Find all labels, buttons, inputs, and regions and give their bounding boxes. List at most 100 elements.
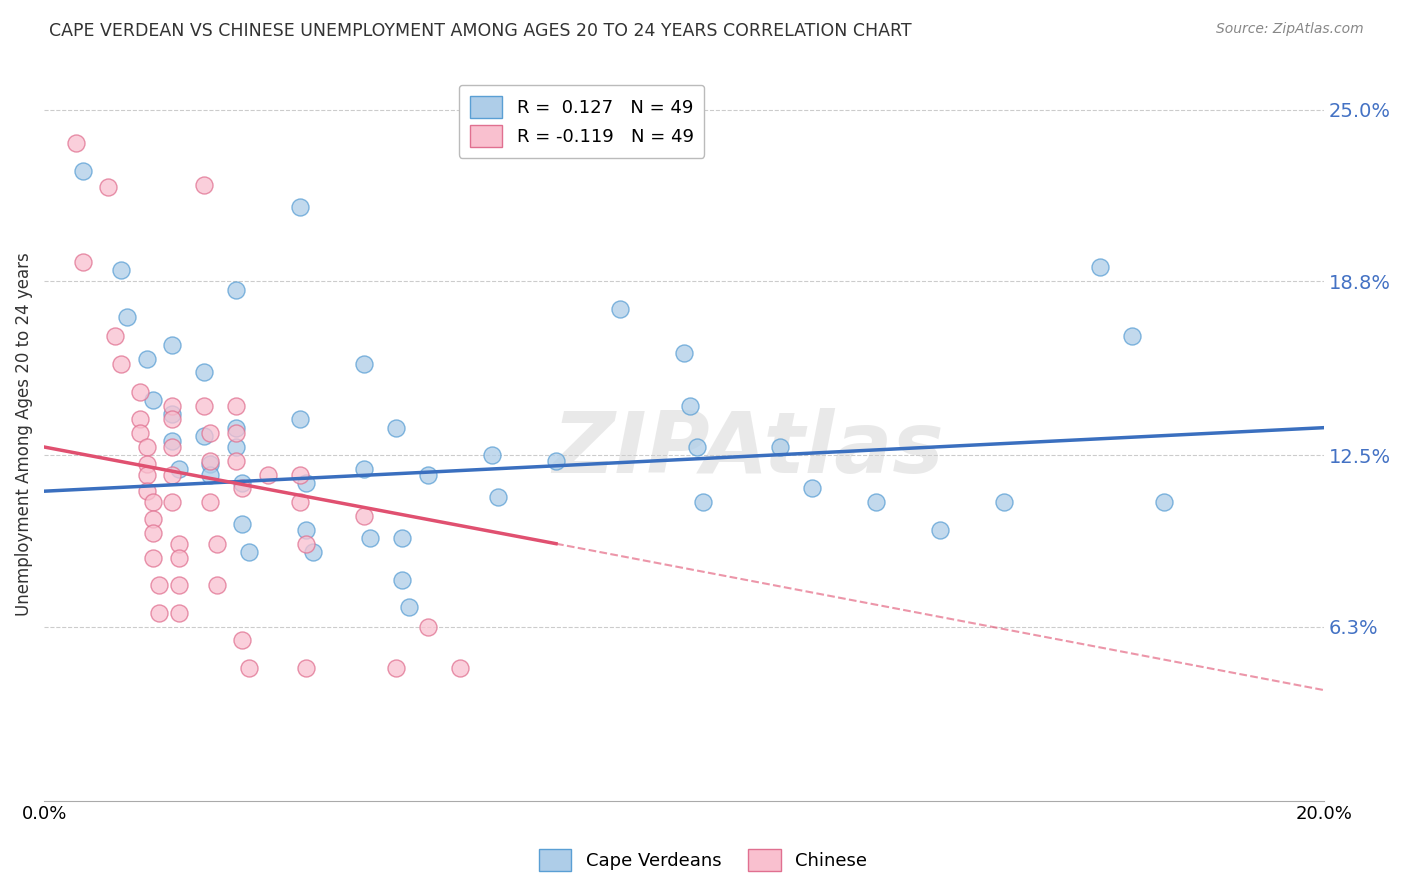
Point [142,525,165,540]
Point [117,310,139,325]
Point [238,545,260,559]
Point [129,426,152,441]
Point [167,537,190,551]
Point [679,399,702,413]
Point [288,412,311,426]
Point [200,495,222,509]
Point [398,600,420,615]
Point [142,550,165,565]
Point [416,467,439,482]
Legend: Cape Verdeans, Chinese: Cape Verdeans, Chinese [531,842,875,879]
Point [801,482,824,496]
Point [1088,260,1111,275]
Point [231,482,253,496]
Point [385,661,408,675]
Point [257,467,280,482]
Point [160,440,183,454]
Point [238,661,260,675]
Point [391,531,413,545]
Point [673,346,696,360]
Point [103,329,125,343]
Point [353,509,375,524]
Point [360,531,382,545]
Point [288,200,311,214]
Point [135,457,157,471]
Point [231,517,253,532]
Point [295,661,318,675]
Point [200,467,222,482]
Point [135,484,157,499]
Point [65,136,87,150]
Point [488,490,510,504]
Y-axis label: Unemployment Among Ages 20 to 24 years: Unemployment Among Ages 20 to 24 years [15,252,32,616]
Point [769,440,792,454]
Point [295,537,318,551]
Point [135,467,157,482]
Point [225,454,247,468]
Point [686,440,709,454]
Point [135,351,157,366]
Point [200,457,222,471]
Point [193,429,215,443]
Point [609,301,631,316]
Point [1153,495,1175,509]
Point [160,495,183,509]
Point [193,366,215,380]
Text: CAPE VERDEAN VS CHINESE UNEMPLOYMENT AMONG AGES 20 TO 24 YEARS CORRELATION CHART: CAPE VERDEAN VS CHINESE UNEMPLOYMENT AMO… [49,22,912,40]
Point [167,462,190,476]
Point [288,467,311,482]
Point [295,475,318,490]
Point [225,420,247,434]
Point [225,426,247,441]
Point [993,495,1015,509]
Point [302,545,325,559]
Point [449,661,471,675]
Text: Source: ZipAtlas.com: Source: ZipAtlas.com [1216,22,1364,37]
Point [72,255,94,269]
Point [288,495,311,509]
Point [416,619,439,633]
Point [193,178,215,192]
Point [142,512,165,526]
Point [544,454,567,468]
Point [142,392,165,407]
Point [193,399,215,413]
Point [481,448,503,462]
Point [167,550,190,565]
Point [231,633,253,648]
Point [148,578,170,592]
Point [110,263,132,277]
Point [353,462,375,476]
Point [205,537,228,551]
Point [353,357,375,371]
Point [135,440,157,454]
Point [160,338,183,352]
Point [865,495,887,509]
Point [200,454,222,468]
Point [160,407,183,421]
Point [225,283,247,297]
Point [1121,329,1143,343]
Point [225,399,247,413]
Point [167,578,190,592]
Point [231,475,253,490]
Legend: R =  0.127   N = 49, R = -0.119   N = 49: R = 0.127 N = 49, R = -0.119 N = 49 [458,85,704,158]
Point [148,606,170,620]
Point [160,434,183,449]
Point [929,523,952,537]
Point [72,163,94,178]
Point [167,606,190,620]
Point [97,180,120,194]
Point [110,357,132,371]
Point [142,495,165,509]
Point [129,412,152,426]
Point [205,578,228,592]
Text: ZIPAtlas: ZIPAtlas [553,408,943,491]
Point [385,420,408,434]
Point [200,426,222,441]
Point [295,523,318,537]
Point [225,440,247,454]
Point [692,495,714,509]
Point [160,412,183,426]
Point [129,384,152,399]
